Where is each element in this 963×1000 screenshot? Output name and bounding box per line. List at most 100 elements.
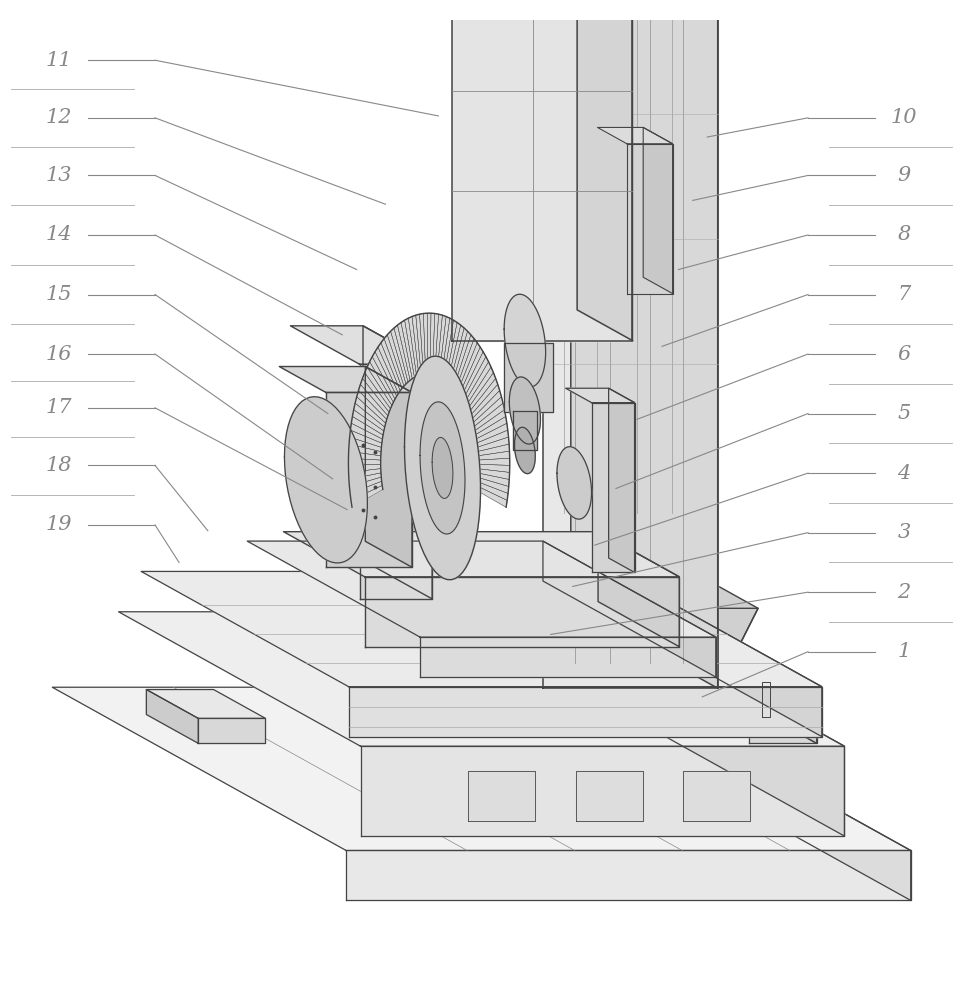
Polygon shape bbox=[697, 690, 817, 718]
Polygon shape bbox=[356, 390, 387, 423]
Polygon shape bbox=[571, 527, 758, 688]
Polygon shape bbox=[349, 464, 380, 472]
Polygon shape bbox=[351, 423, 382, 443]
Polygon shape bbox=[350, 477, 381, 493]
Polygon shape bbox=[352, 410, 384, 435]
Polygon shape bbox=[505, 294, 546, 387]
Text: 3: 3 bbox=[898, 523, 911, 542]
Polygon shape bbox=[477, 430, 508, 447]
Polygon shape bbox=[458, 343, 481, 393]
Polygon shape bbox=[349, 469, 381, 479]
Polygon shape bbox=[477, 444, 509, 456]
Polygon shape bbox=[432, 437, 453, 498]
Polygon shape bbox=[476, 423, 508, 443]
Polygon shape bbox=[381, 339, 403, 391]
Polygon shape bbox=[367, 362, 394, 405]
Polygon shape bbox=[415, 572, 625, 642]
Polygon shape bbox=[325, 392, 412, 567]
Polygon shape bbox=[391, 328, 408, 384]
Polygon shape bbox=[470, 384, 500, 419]
Polygon shape bbox=[538, 0, 573, 16]
Polygon shape bbox=[351, 481, 382, 500]
Polygon shape bbox=[474, 403, 505, 431]
Polygon shape bbox=[384, 335, 404, 388]
Polygon shape bbox=[543, 0, 717, 688]
Polygon shape bbox=[430, 313, 435, 373]
Polygon shape bbox=[355, 397, 385, 427]
Polygon shape bbox=[373, 352, 397, 399]
Polygon shape bbox=[478, 451, 509, 460]
Polygon shape bbox=[683, 771, 750, 821]
Polygon shape bbox=[146, 690, 266, 718]
Polygon shape bbox=[749, 718, 817, 743]
Polygon shape bbox=[283, 532, 679, 577]
Polygon shape bbox=[509, 377, 540, 444]
Polygon shape bbox=[597, 127, 672, 144]
Polygon shape bbox=[627, 144, 672, 294]
Polygon shape bbox=[350, 430, 382, 447]
Text: 5: 5 bbox=[898, 404, 911, 423]
Polygon shape bbox=[505, 343, 553, 412]
Polygon shape bbox=[404, 356, 481, 580]
Polygon shape bbox=[375, 347, 399, 396]
Polygon shape bbox=[475, 410, 506, 435]
Polygon shape bbox=[365, 577, 679, 647]
Polygon shape bbox=[363, 326, 432, 599]
Text: 18: 18 bbox=[46, 456, 72, 475]
Polygon shape bbox=[475, 416, 507, 439]
Polygon shape bbox=[514, 427, 535, 474]
Polygon shape bbox=[198, 718, 266, 743]
Polygon shape bbox=[360, 378, 389, 416]
Text: 14: 14 bbox=[46, 225, 72, 244]
Polygon shape bbox=[477, 437, 509, 452]
Polygon shape bbox=[437, 315, 446, 375]
Polygon shape bbox=[358, 384, 388, 419]
Polygon shape bbox=[401, 320, 414, 379]
Polygon shape bbox=[478, 469, 509, 479]
Text: 17: 17 bbox=[46, 398, 72, 417]
Polygon shape bbox=[609, 388, 635, 572]
Polygon shape bbox=[473, 397, 503, 427]
Text: 16: 16 bbox=[46, 345, 72, 364]
Polygon shape bbox=[354, 538, 625, 572]
Polygon shape bbox=[377, 343, 401, 393]
Polygon shape bbox=[394, 325, 410, 382]
Text: 8: 8 bbox=[898, 225, 911, 244]
Polygon shape bbox=[408, 317, 419, 376]
Polygon shape bbox=[557, 447, 591, 519]
Polygon shape bbox=[146, 690, 198, 743]
Polygon shape bbox=[543, 541, 716, 677]
Polygon shape bbox=[432, 314, 438, 374]
Polygon shape bbox=[493, 0, 573, 16]
Polygon shape bbox=[448, 325, 464, 382]
Polygon shape bbox=[359, 364, 432, 599]
Polygon shape bbox=[397, 0, 633, 16]
Text: 13: 13 bbox=[46, 166, 72, 185]
Polygon shape bbox=[564, 538, 625, 642]
Polygon shape bbox=[453, 331, 471, 386]
Polygon shape bbox=[420, 402, 465, 534]
Text: 11: 11 bbox=[46, 51, 72, 70]
Text: 15: 15 bbox=[46, 285, 72, 304]
Polygon shape bbox=[476, 485, 508, 507]
Polygon shape bbox=[765, 690, 817, 743]
Polygon shape bbox=[478, 458, 509, 465]
Polygon shape bbox=[365, 367, 392, 409]
Polygon shape bbox=[52, 687, 911, 850]
Text: 1: 1 bbox=[898, 642, 911, 661]
Polygon shape bbox=[291, 326, 432, 364]
Text: 4: 4 bbox=[898, 464, 911, 483]
Polygon shape bbox=[459, 347, 483, 396]
Polygon shape bbox=[434, 314, 442, 374]
Polygon shape bbox=[463, 357, 488, 402]
Polygon shape bbox=[762, 682, 770, 717]
Polygon shape bbox=[476, 481, 508, 500]
Polygon shape bbox=[765, 690, 817, 743]
Polygon shape bbox=[617, 687, 911, 900]
Text: 6: 6 bbox=[898, 345, 911, 364]
Polygon shape bbox=[387, 331, 406, 386]
Polygon shape bbox=[643, 127, 672, 294]
Polygon shape bbox=[442, 318, 454, 377]
Polygon shape bbox=[247, 541, 716, 637]
Polygon shape bbox=[365, 367, 412, 567]
